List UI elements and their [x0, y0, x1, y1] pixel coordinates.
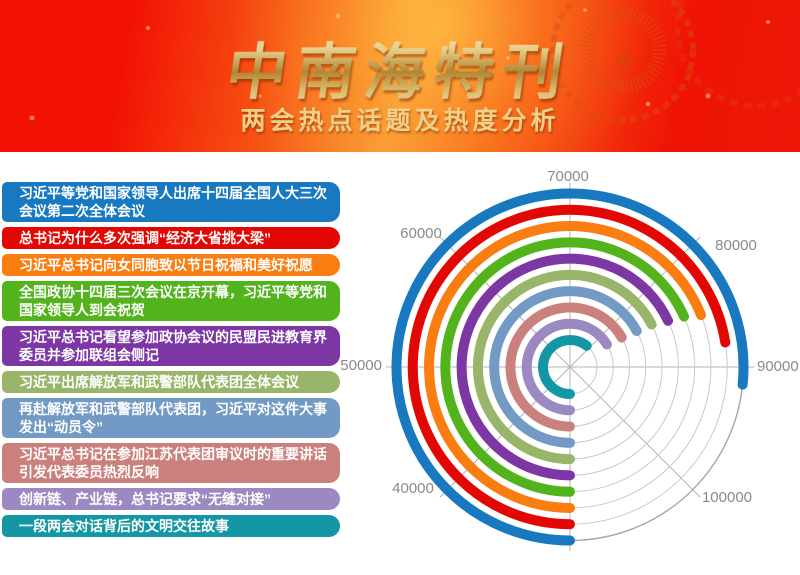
topic-label: 创新链、产业链，总书记要求“无缝对接” — [19, 491, 271, 507]
topic-item-6[interactable]: 习近平出席解放军和武警部队代表团全体会议 — [2, 371, 340, 393]
topic-item-10[interactable]: 一段两会对话背后的文明交往故事 — [2, 515, 340, 537]
topic-label: 全国政协十四届三次会议在京开幕，习近平等党和国家领导人到会祝贺 — [19, 284, 327, 318]
seal-sunburst-ray — [638, 12, 648, 26]
heat-arc-10 — [538, 335, 592, 399]
topics-list: 习近平等党和国家领导人出席十四届全国人大三次会议第二次全体会议总书记为什么多次强… — [2, 182, 340, 542]
heat-arc-1 — [391, 188, 749, 546]
topic-item-4[interactable]: 全国政协十四届三次会议在京开幕，习近平等党和国家领导人到会祝贺 — [2, 281, 340, 321]
seal-sunburst-ray — [625, 6, 629, 21]
seal-sunburst-ray — [617, 6, 621, 21]
header-banner: 中南海特刊 两会热点话题及热度分析 — [0, 0, 800, 152]
angular-tick-label: 90000 — [757, 358, 799, 375]
topic-label: 习近平总书记在参加江苏代表团审议时的重要讲话引发代表委员热烈反响 — [19, 446, 327, 480]
heat-polar-bar-chart: 40000 50000 60000 70000 80000 90000 100000 — [340, 168, 799, 551]
seal-sunburst-ray — [607, 8, 614, 22]
angular-tick-label: 80000 — [715, 237, 757, 254]
topic-item-8[interactable]: 习近平总书记在参加江苏代表团审议时的重要讲话引发代表委员热烈反响 — [2, 443, 340, 483]
angular-tick-label: 60000 — [400, 225, 442, 242]
heat-arc-6 — [472, 269, 657, 465]
topic-item-2[interactable]: 总书记为什么多次强调“经济大省挑大梁” — [2, 227, 340, 249]
topic-label: 一段两会对话背后的文明交往故事 — [19, 518, 229, 534]
angular-tick-label: 100000 — [702, 489, 752, 506]
angular-tick-label: 70000 — [547, 168, 589, 185]
heat-arc-2 — [407, 204, 731, 530]
sparkle-dot — [335, 13, 341, 19]
page-subtitle: 两会热点话题及热度分析 — [240, 107, 560, 135]
page-title: 中南海特刊 — [0, 24, 800, 111]
topic-label: 习近平出席解放军和武警部队代表团全体会议 — [19, 374, 299, 390]
polar-chart-container: 40000 50000 60000 70000 80000 90000 100000 — [330, 160, 800, 575]
topic-label: 习近平总书记看望参加政协会议的民盟民进教育界委员并参加联组会侧记 — [19, 329, 327, 363]
topic-item-1[interactable]: 习近平等党和国家领导人出席十四届全国人大三次会议第二次全体会议 — [2, 182, 340, 222]
topic-item-9[interactable]: 创新链、产业链，总书记要求“无缝对接” — [2, 488, 340, 510]
heat-arc-7 — [489, 286, 642, 448]
seal-sunburst-ray — [603, 10, 611, 24]
heat-arc-9 — [521, 318, 612, 416]
heat-arc-4 — [440, 237, 690, 497]
sparkle-dot — [583, 8, 587, 12]
topic-item-3[interactable]: 习近平总书记向女同胞致以节日祝福和美好祝愿 — [2, 254, 340, 276]
seal-sunburst-ray — [632, 8, 639, 22]
angular-tick-label: 40000 — [392, 480, 434, 497]
topic-label: 总书记为什么多次强调“经济大省挑大梁” — [19, 230, 271, 246]
topic-label: 习近平等党和国家领导人出席十四届全国人大三次会议第二次全体会议 — [19, 185, 327, 219]
heat-arc-5 — [456, 253, 674, 481]
seal-sunburst-ray — [628, 6, 634, 21]
heat-arc-3 — [424, 221, 707, 513]
heat-arc-8 — [505, 302, 627, 432]
seal-sunburst-ray — [598, 12, 608, 26]
topic-label: 习近平总书记向女同胞致以节日祝福和美好祝愿 — [19, 257, 313, 273]
topic-item-7[interactable]: 再赴解放军和武警部队代表团，习近平对这件大事发出“动员令” — [2, 398, 340, 438]
seal-sunburst-ray — [612, 6, 618, 21]
topic-label: 再赴解放军和武警部队代表团，习近平对这件大事发出“动员令” — [19, 401, 327, 435]
topic-item-5[interactable]: 习近平总书记看望参加政协会议的民盟民进教育界委员并参加联组会侧记 — [2, 326, 340, 366]
seal-sunburst-ray — [635, 10, 643, 24]
angular-tick-label: 50000 — [340, 357, 382, 374]
